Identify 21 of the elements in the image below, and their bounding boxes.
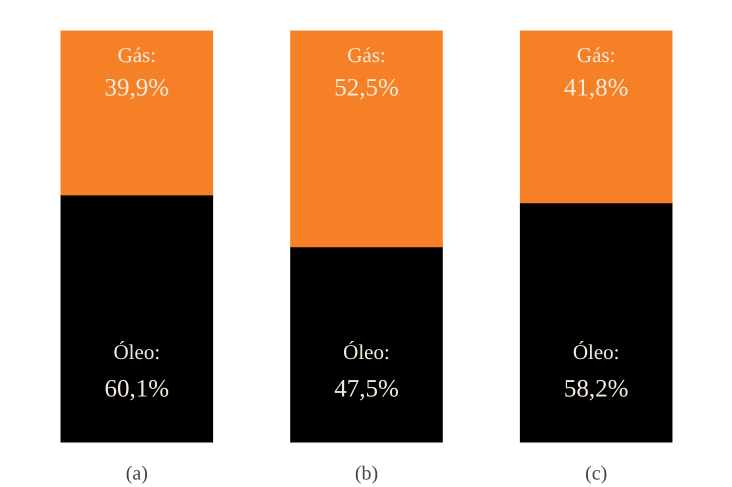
text: Gás: [347, 43, 386, 68]
bar [520, 30, 672, 204]
data-label: 60,1% [104, 375, 170, 402]
data-label: 41,8% [564, 74, 628, 102]
text: Óleo: [343, 340, 390, 364]
bar [60, 30, 214, 196]
data-label: 47,5% [334, 375, 399, 402]
series-label: Óleo: [113, 340, 160, 364]
x-tick-label: (c) [585, 462, 608, 484]
x-tick-label: (a) [126, 462, 148, 484]
x-tick-label: (b) [354, 462, 378, 484]
bar [290, 30, 443, 248]
bar [60, 194, 214, 442]
data-label: 52,5% [334, 74, 399, 102]
text: Óleo: [572, 340, 620, 364]
series-label: Gás: [118, 43, 156, 68]
bar [520, 202, 672, 442]
text: Gás: [576, 43, 616, 68]
data-label: 39,9% [104, 74, 170, 102]
bar [290, 246, 443, 442]
data-label: 58,2% [564, 375, 628, 402]
